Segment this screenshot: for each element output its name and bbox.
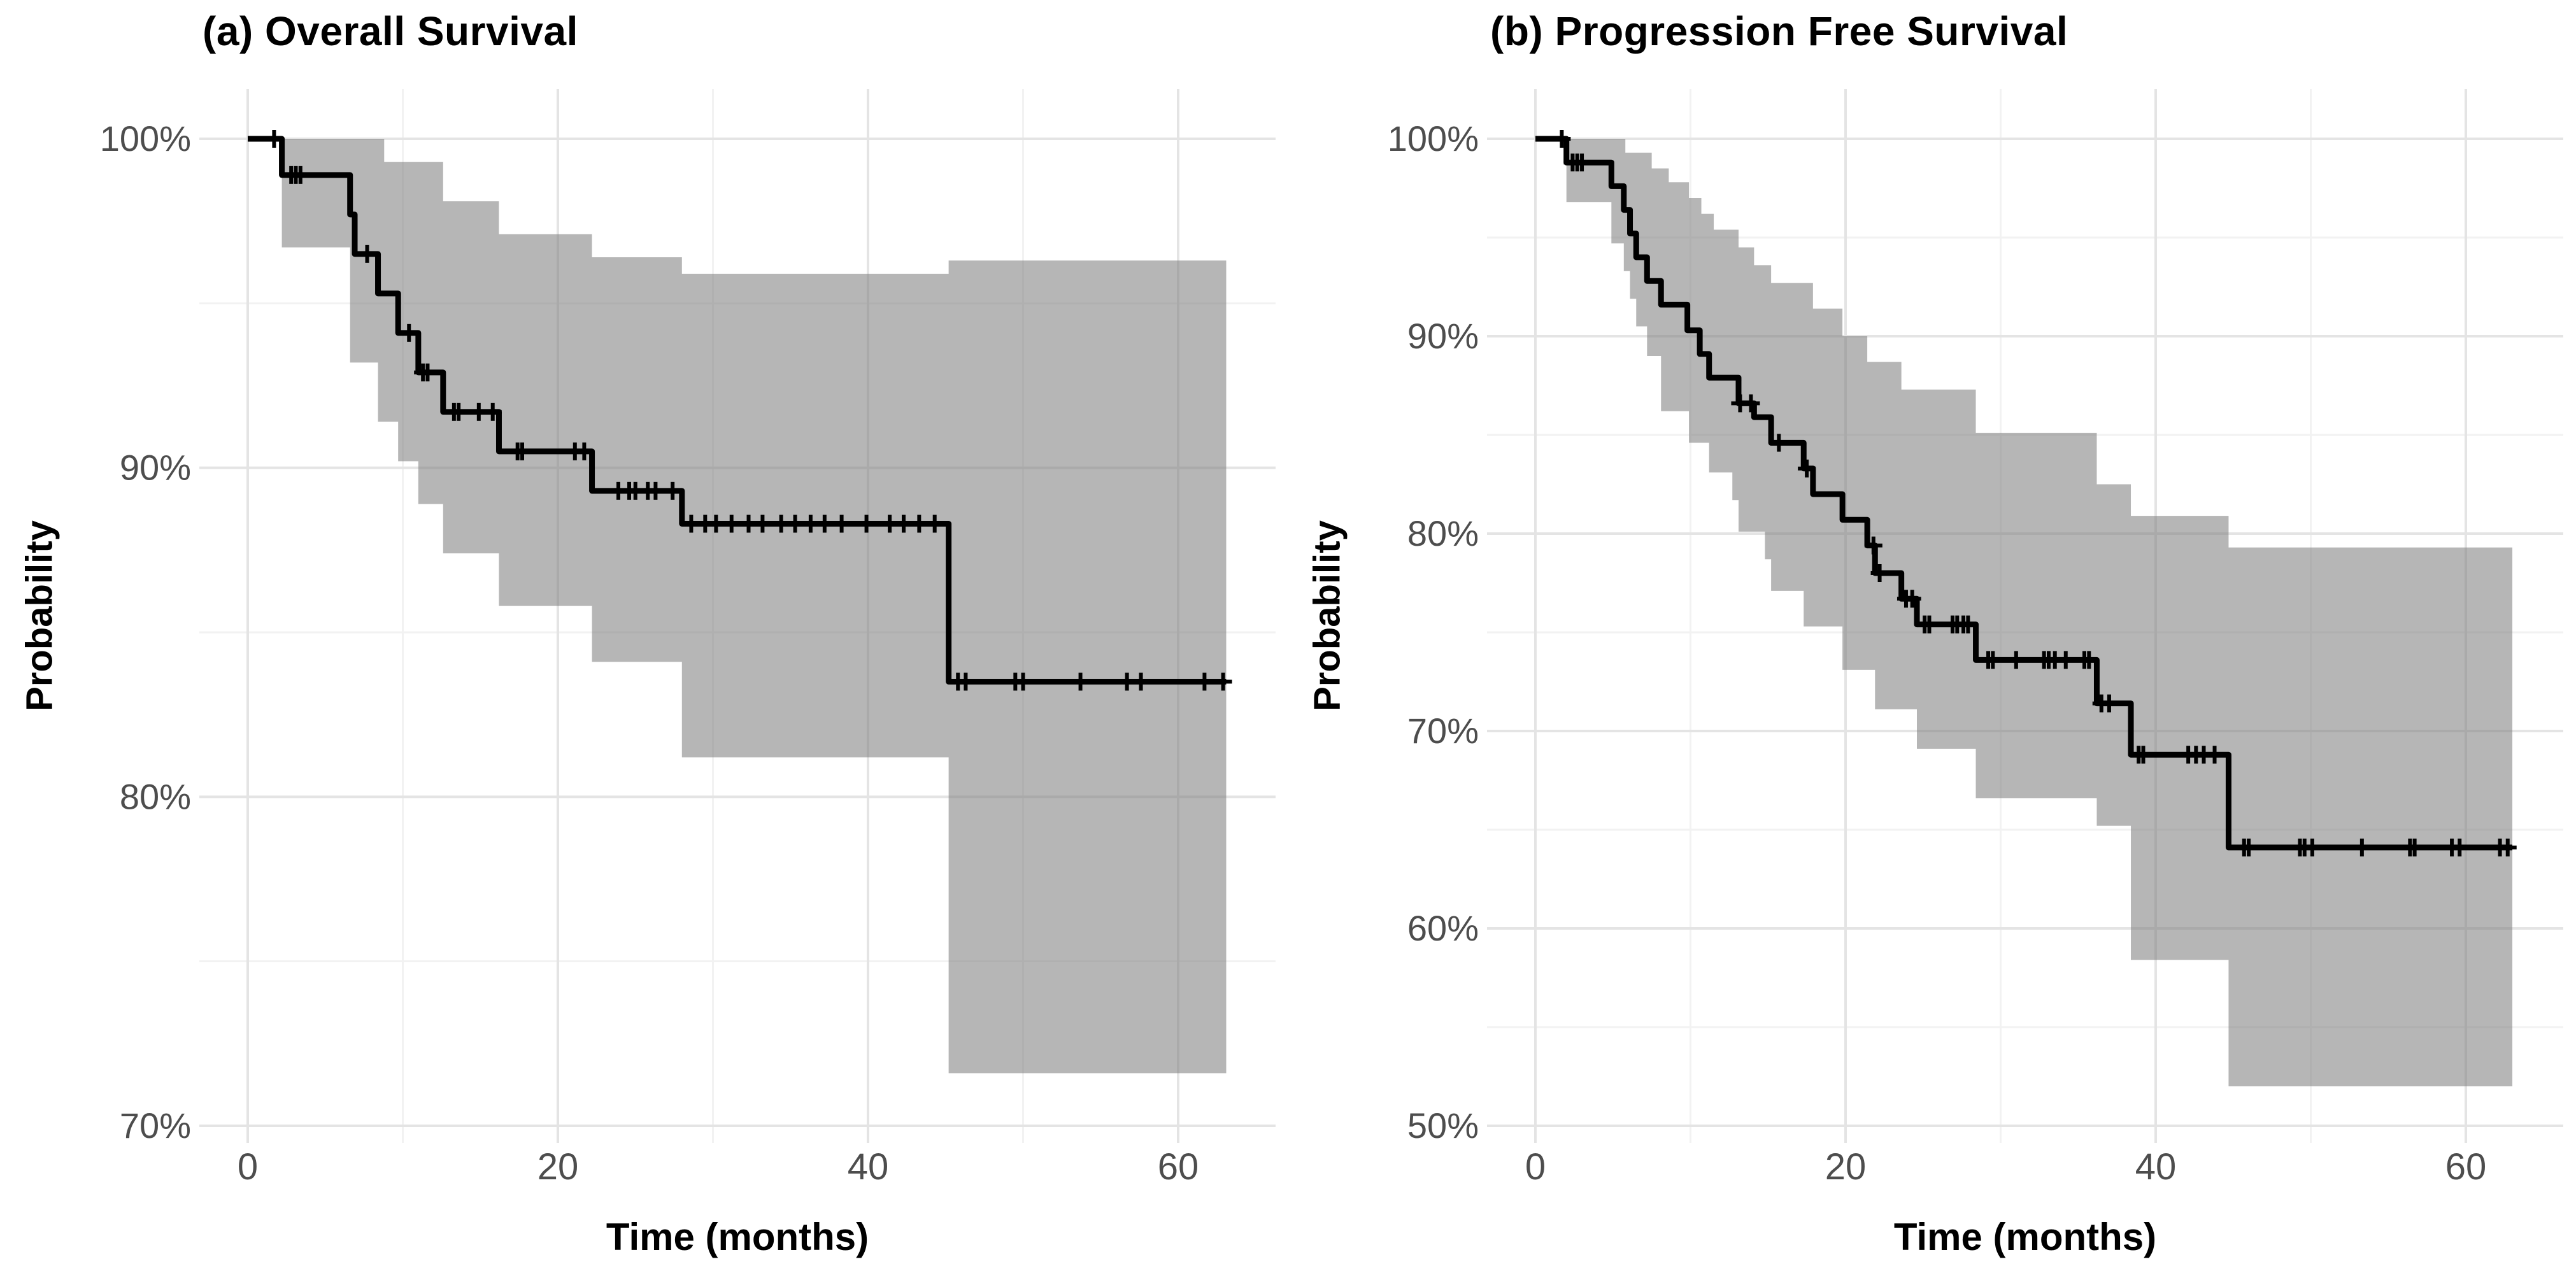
panel-b-plot: 0 20 40 60 100% 90% 80% 70% 60% 50% [1388, 89, 2563, 1188]
confidence-band [281, 139, 1227, 1074]
censor-marks [1553, 130, 2517, 856]
panel-b-title: (b) Progression Free Survival [1490, 8, 2068, 54]
x-tick-label: 0 [1525, 1146, 1546, 1188]
panel-progression-free-survival: 0 20 40 60 100% 90% 80% 70% 60% 50% (b) Progressi… [1288, 0, 2575, 1264]
panel-b-y-axis-title: Probability [1306, 520, 1348, 711]
panel-a-title: (a) Overall Survival [203, 8, 578, 54]
confidence-band [1566, 139, 2513, 1086]
survival-curve [248, 136, 1227, 685]
y-tick-label: 80% [1407, 513, 1479, 553]
panel-b-x-axis-title: Time (months) [1893, 1216, 2157, 1258]
panel-a-y-axis-title: Probability [18, 520, 60, 711]
x-tick-labels: 0 20 40 60 [1525, 1146, 2486, 1188]
censor-marks [265, 130, 1232, 691]
y-tick-labels: 100% 90% 80% 70% 60% 50% [1388, 118, 1479, 1146]
x-tick-label: 60 [2445, 1146, 2487, 1188]
y-tick-label: 100% [1388, 118, 1479, 159]
y-tick-label: 90% [120, 448, 191, 488]
x-tick-labels: 0 20 40 60 [238, 1146, 1199, 1188]
panel-overall-survival: 0 20 40 60 100% 90% 80% 70% (a) Overall Surviva… [18, 8, 1276, 1258]
x-tick-label: 40 [2135, 1146, 2177, 1188]
y-tick-labels: 100% 90% 80% 70% [100, 118, 191, 1146]
y-tick-label: 50% [1407, 1105, 1479, 1146]
panel-a-plot: 0 20 40 60 100% 90% 80% 70% [100, 89, 1276, 1188]
y-tick-label: 60% [1407, 908, 1479, 948]
y-tick-label: 90% [1407, 316, 1479, 356]
x-tick-label: 60 [1158, 1146, 1199, 1188]
y-tick-label: 70% [120, 1105, 191, 1146]
panel-a-x-axis-title: Time (months) [606, 1216, 869, 1258]
x-tick-label: 0 [238, 1146, 258, 1188]
y-tick-label: 70% [1407, 711, 1479, 751]
y-tick-label: 80% [120, 776, 191, 816]
x-tick-label: 20 [1825, 1146, 1867, 1188]
y-tick-label: 100% [100, 118, 191, 159]
x-tick-label: 20 [537, 1146, 579, 1188]
x-tick-label: 40 [848, 1146, 889, 1188]
